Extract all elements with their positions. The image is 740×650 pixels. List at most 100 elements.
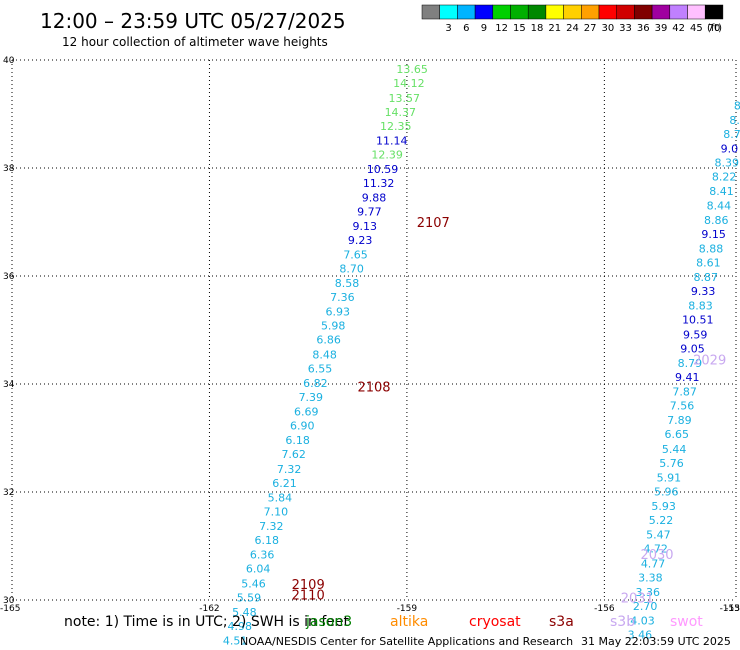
color-scale-label: 30 <box>601 23 614 34</box>
wave-height-point: 6.86 <box>316 334 341 347</box>
color-scale-label: 9 <box>481 23 487 34</box>
wave-height-point: 7.62 <box>281 448 306 461</box>
wave-height-point: 5.93 <box>651 500 676 513</box>
satellite-label: altika <box>390 614 428 630</box>
color-scale-label: 24 <box>566 23 579 34</box>
satellite-label: jason3 <box>305 614 352 630</box>
wave-height-point: 8. <box>729 114 740 127</box>
y-tick-label: 36 <box>3 272 15 282</box>
wave-height-point: 9.13 <box>353 220 378 233</box>
pass-time-label: 2108 <box>357 381 390 396</box>
wave-height-point: 3.46 <box>628 629 653 642</box>
wave-height-point: 6.69 <box>294 406 319 419</box>
wave-height-point: 6.21 <box>272 477 297 490</box>
footer: note: 1) Time is in UTC; 2) SWH is in fe… <box>64 614 731 648</box>
color-scale-swatch <box>527 4 547 20</box>
wave-height-point: 8.70 <box>339 262 364 275</box>
color-scale-label: 15 <box>513 23 526 34</box>
wave-height-point: 5.96 <box>654 485 679 498</box>
wave-height-point: 6.36 <box>250 549 275 562</box>
wave-height-point: 9.41 <box>675 371 700 384</box>
satellite-label: swot <box>670 614 703 630</box>
wave-height-point: 3.36 <box>636 586 661 599</box>
color-scale-label: 3 <box>445 23 451 34</box>
color-scale-swatch <box>616 4 635 20</box>
y-tick-label: 40 <box>3 56 15 66</box>
satellite-label: cryosat <box>469 614 521 630</box>
color-scale-unit: (ft) <box>707 23 722 34</box>
y-tick-label: 32 <box>3 488 14 498</box>
color-scale-swatch <box>651 4 671 20</box>
wave-height-point: 6.90 <box>290 420 315 433</box>
color-scale-swatch <box>687 4 706 20</box>
axis-tick-labels: 30 32 34 36 38 40 -165 -162 -159 -156 -153-15 <box>0 56 740 614</box>
wave-height-point: 8.88 <box>699 242 724 255</box>
footer-timestamp: 31 May 22:03:59 UTC 2025 <box>581 635 731 648</box>
color-scale-label: 18 <box>531 23 544 34</box>
wave-height-point: 4.80 <box>218 649 243 650</box>
color-scale-swatch <box>563 4 582 20</box>
wave-height-point: 8.83 <box>688 300 713 313</box>
color-scale-label: 70 <box>708 23 721 34</box>
wave-height-point: 9.05 <box>680 342 705 355</box>
footer-credit: NOAA/NESDIS Center for Satellite Applica… <box>240 635 573 648</box>
wave-height-point: 6.82 <box>303 377 328 390</box>
wave-height-point: 7.39 <box>299 391 324 404</box>
wave-height-point: 6.93 <box>326 306 351 319</box>
wave-height-point: 9.0 <box>721 143 739 156</box>
color-scale-swatch <box>704 4 724 20</box>
color-scale-label: 6 <box>463 23 469 34</box>
wave-height-point: 7.36 <box>330 291 355 304</box>
wave-height-point: 9.23 <box>348 234 373 247</box>
wave-height-point: 10.59 <box>367 163 399 176</box>
y-tick-label: 38 <box>3 164 15 174</box>
color-scale-swatch <box>669 4 688 20</box>
wave-height-point: 5.48 <box>232 606 257 619</box>
wave-height-point: 5.98 <box>321 320 346 333</box>
wave-height-point: 7.32 <box>259 520 284 533</box>
color-scale-swatch <box>421 4 440 20</box>
wave-height-point: 8.22 <box>712 171 737 184</box>
wave-height-point: 5.44 <box>662 443 687 456</box>
wave-height-point: 4.51 <box>223 635 248 648</box>
wave-height-point: 6.55 <box>308 362 333 375</box>
wave-height-point: 4.72 <box>643 543 668 556</box>
wave-height-point: 5.84 <box>268 491 293 504</box>
wave-height-point: 8.61 <box>696 257 721 270</box>
wave-height-point: 9.33 <box>691 285 716 298</box>
wave-height-point: 2.70 <box>633 600 658 613</box>
wave-height-point: 6.18 <box>254 534 279 547</box>
wave-height-point: 12.35 <box>380 120 412 133</box>
wave-height-point: 4.98 <box>227 620 252 633</box>
satellite-legend: jason3 altika cryosat s3a s3b swot <box>305 614 703 630</box>
wave-height-point: 7.10 <box>264 505 289 518</box>
pass-time-label: 2030 <box>640 548 673 563</box>
wave-height-point: 5.59 <box>237 591 262 604</box>
wave-height-point: 3.38 <box>638 571 663 584</box>
x-tick-label: -15 <box>725 604 740 614</box>
wave-height-point: 8.39 <box>715 157 740 170</box>
wave-height-point: 12.39 <box>371 149 403 162</box>
wave-height-point: 8 <box>734 99 740 112</box>
color-scale-swatch <box>439 4 458 20</box>
wave-height-point: 9.15 <box>701 228 726 241</box>
wave-height-point: 7.32 <box>277 463 302 476</box>
color-scale-swatch <box>474 4 494 20</box>
wave-height-point: 8.7 <box>723 128 740 141</box>
color-scale-label: 39 <box>655 23 668 34</box>
wave-height-point: 5.91 <box>657 471 682 484</box>
chart-subtitle: 12 hour collection of altimeter wave hei… <box>62 35 328 49</box>
y-tick-label: 30 <box>3 596 15 606</box>
color-scale-swatch <box>492 4 511 20</box>
x-tick-label: -156 <box>594 604 615 614</box>
wave-height-point: 11.14 <box>376 134 408 147</box>
color-scale-swatch <box>634 4 653 20</box>
grid-lines <box>11 59 737 601</box>
color-scale-swatch <box>545 4 564 20</box>
color-scale-swatch <box>457 4 476 20</box>
wave-height-point: 5.46 <box>241 577 266 590</box>
wave-height-point: 8.79 <box>678 357 703 370</box>
wave-height-point: 13.65 <box>396 63 428 76</box>
pass-time-label: 2107 <box>417 216 450 231</box>
